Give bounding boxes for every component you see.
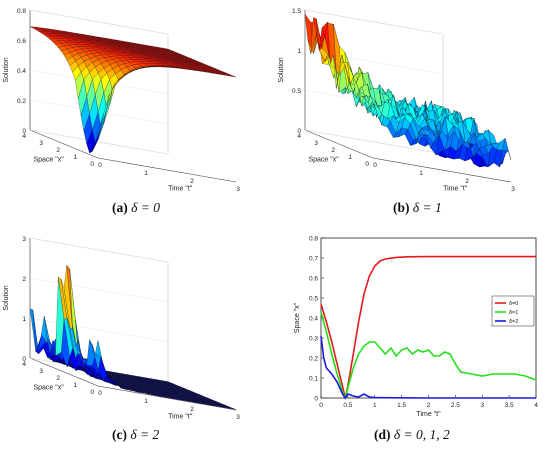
t-tick-label: 1: [144, 398, 148, 405]
x-tick-label: 2: [427, 402, 431, 409]
t-axis-line: [372, 157, 512, 183]
z-gridline: [29, 317, 169, 343]
x-tick-label: 0: [90, 389, 94, 396]
z-tick-label: 0: [22, 356, 26, 363]
t-tick-label: 2: [190, 178, 194, 185]
y-tick-label: 0.1: [309, 376, 318, 383]
line-chart-delta-comparison: 0 0.5 1 1.5 2 2.5 3 3.5 4 0 0.1 0.2 0.3 0.4 0.5 0.6 0.7 0…: [294, 236, 538, 419]
z-tick-label: 0.5: [292, 88, 301, 95]
x-axis-label: Space "x": [33, 385, 64, 392]
x-tick-label: 0: [365, 161, 369, 168]
x-tick-label: 0.5: [343, 402, 352, 409]
x-tick-label: 1: [73, 154, 77, 161]
z-tick-label: 2: [22, 276, 26, 283]
y-tick-label: 0.4: [309, 316, 318, 323]
x-tick-label: 1.5: [397, 402, 406, 409]
caption-a: (a) δ = 0: [112, 200, 161, 215]
x-tick-label: 2: [56, 147, 60, 154]
z-tick-label: 0.6: [17, 38, 26, 45]
z-tick-label: 0: [297, 128, 301, 135]
caption-b: (b) δ = 1: [393, 200, 442, 215]
x-axis-label: Space "x": [308, 157, 339, 164]
y-axis-label: Space "x": [294, 302, 301, 333]
surface-chart-delta-0: 0 0.2 0.4 0.6 0.8 0 1 2 3 0 1 2 3 4 Solution Time "t" Sp…: [3, 8, 240, 193]
t-axis-label: Time "t": [443, 186, 468, 193]
t-tick-label: 3: [511, 186, 515, 193]
x-tick-label: 1: [348, 154, 352, 161]
z-tick-label: 1.5: [292, 8, 301, 15]
z-tick-label: 0.8: [17, 8, 26, 15]
surface-chart-delta-2: 0 1 2 3 0 1 2 3 0 1 2 3 4 Solution Time "t" Space "x": [3, 236, 240, 421]
z-gridline: [29, 9, 169, 35]
legend-label-0: δ=0: [509, 301, 518, 307]
z-tick-label: 1: [297, 48, 301, 55]
x-tick-label: 3: [39, 368, 43, 375]
t-tick-label: 1: [144, 170, 148, 177]
caption-c: (c) δ = 2: [112, 427, 160, 442]
z-tick-label: 0: [22, 128, 26, 135]
legend-label-2: δ=2: [509, 319, 518, 325]
x-axis-line: [304, 129, 374, 159]
t-axis-line: [97, 385, 237, 411]
x-axis-line: [29, 357, 99, 387]
t-tick-label: 0: [98, 162, 102, 169]
x-tick-label: 2: [56, 375, 60, 382]
surface-cell: [502, 138, 512, 161]
z-gridline: [29, 237, 169, 263]
surface-cell: [227, 74, 237, 78]
x-tick-label: 4: [534, 402, 538, 409]
surface-chart-delta-1: 0 0.5 1 1.5 0 1 2 3 0 1 2 3 4 Solution Time "t" Space "…: [278, 8, 515, 193]
z-gridline: [29, 277, 169, 303]
t-tick-label: 0: [373, 162, 377, 169]
x-tick-label: 3: [480, 402, 484, 409]
x-tick-label: 1: [373, 402, 377, 409]
z-tick-label: 0.2: [17, 98, 26, 105]
z-gridline: [29, 129, 169, 155]
x-tick-label: 0: [90, 161, 94, 168]
y-tick-label: 0.7: [309, 256, 318, 263]
y-tick-label: 0: [314, 396, 318, 403]
x-tick-label: 2: [331, 147, 335, 154]
x-axis-line: [29, 129, 99, 159]
t-axis-label: Time "t": [168, 186, 193, 193]
series-line-2: [320, 335, 536, 400]
y-tick-label: 0.5: [309, 296, 318, 303]
x-axis-label: Space "x": [33, 157, 64, 164]
t-tick-label: 3: [236, 414, 240, 421]
y-tick-label: 0.8: [309, 236, 318, 243]
x-tick-label: 4: [22, 133, 26, 140]
x-tick-label: 3.5: [505, 402, 514, 409]
x-tick-label: 4: [22, 361, 26, 368]
surface-cell: [227, 407, 237, 410]
x-axis-label: Time "t": [416, 411, 441, 418]
x-tick-label: 1: [73, 382, 77, 389]
x-tick-label: 2.5: [451, 402, 460, 409]
x-tick-label: 4: [297, 133, 301, 140]
z-gridline: [304, 9, 444, 35]
legend-label-1: δ=1: [509, 310, 518, 316]
y-tick-label: 0.2: [309, 356, 318, 363]
t-tick-label: 1: [419, 170, 423, 177]
series-line-0: [320, 255, 536, 399]
t-tick-label: 2: [465, 178, 469, 185]
x-tick-label: 0: [319, 402, 323, 409]
y-tick-label: 0.3: [309, 336, 318, 343]
x-tick-label: 3: [314, 140, 318, 147]
caption-d: (d) δ = 0, 1, 2: [374, 427, 450, 442]
t-axis-line: [97, 157, 237, 183]
z-axis-label: Solution: [3, 57, 10, 82]
series-line-1: [320, 311, 537, 401]
z-tick-label: 1: [22, 316, 26, 323]
z-axis-label: Solution: [278, 57, 285, 82]
z-tick-label: 0.4: [17, 68, 26, 75]
z-tick-label: 3: [22, 236, 26, 243]
y-tick-label: 0.6: [309, 276, 318, 283]
t-axis-label: Time "t": [168, 414, 193, 421]
x-tick-label: 3: [39, 140, 43, 147]
t-tick-label: 2: [190, 406, 194, 413]
z-axis-label: Solution: [3, 285, 10, 310]
t-tick-label: 0: [98, 390, 102, 397]
z-gridline: [304, 129, 444, 155]
t-tick-label: 3: [236, 186, 240, 193]
